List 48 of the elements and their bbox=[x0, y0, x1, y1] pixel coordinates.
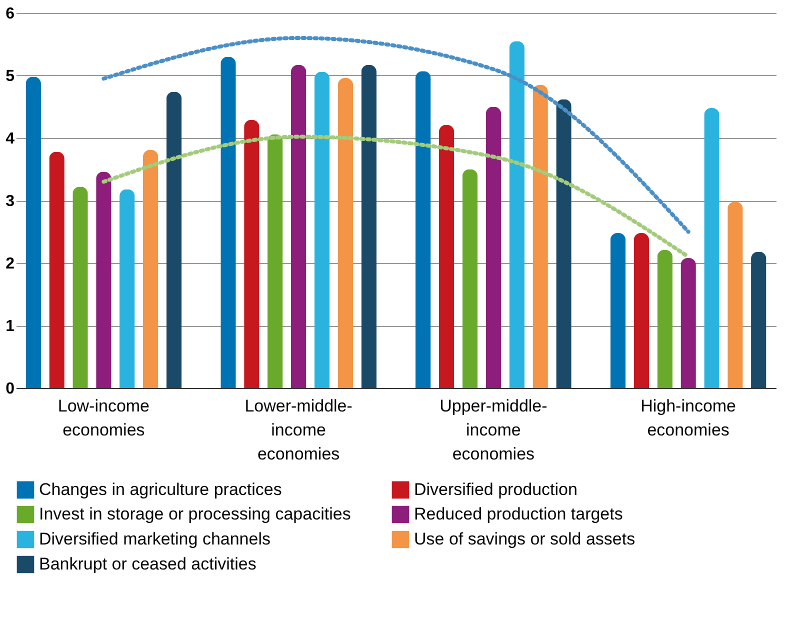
x-tick-label: High-income economies bbox=[640, 396, 736, 440]
bar bbox=[415, 71, 431, 388]
bar bbox=[72, 186, 88, 388]
bar bbox=[657, 250, 672, 388]
bar bbox=[49, 152, 64, 388]
bar bbox=[338, 78, 354, 388]
legend-label: Reduced production targets bbox=[414, 504, 623, 524]
bar bbox=[556, 99, 572, 388]
line-series bbox=[102, 134, 690, 259]
line-series bbox=[102, 36, 690, 234]
y-tick-label: 4 bbox=[6, 130, 15, 148]
y-tick-label: 3 bbox=[6, 193, 15, 210]
bar bbox=[142, 150, 158, 388]
bar bbox=[26, 76, 41, 388]
y-tick-label: 0 bbox=[6, 380, 15, 398]
bar bbox=[509, 41, 524, 388]
x-tick-label: Lower-middle-income economies bbox=[244, 396, 352, 464]
bar bbox=[96, 172, 112, 388]
bar bbox=[220, 56, 236, 388]
bar bbox=[290, 64, 306, 388]
legend-label: Diversified production bbox=[414, 480, 578, 499]
x-tick-label: Upper-middle-income economies bbox=[440, 396, 548, 464]
y-tick-label: 1 bbox=[6, 318, 15, 335]
bar bbox=[244, 120, 260, 388]
bar bbox=[751, 252, 766, 388]
bar bbox=[314, 72, 330, 388]
bar bbox=[462, 169, 478, 388]
legend-label: Invest in storage or processing capacities bbox=[39, 504, 351, 524]
bar bbox=[610, 233, 626, 388]
legend-label: Bankrupt or ceased activities bbox=[39, 554, 256, 574]
bar bbox=[438, 124, 454, 388]
legend-label: Diversified marketing channels bbox=[39, 530, 270, 548]
bar bbox=[361, 64, 377, 388]
x-tick-label: Low-income economies bbox=[58, 396, 150, 440]
bar bbox=[680, 258, 696, 388]
y-tick-label: 2 bbox=[6, 256, 15, 272]
bar bbox=[120, 189, 135, 388]
legend-label: Use of savings or sold assets bbox=[414, 530, 636, 548]
bar bbox=[728, 202, 743, 388]
bar bbox=[704, 108, 720, 388]
bar bbox=[268, 134, 283, 388]
y-tick-label: 6 bbox=[6, 6, 15, 22]
bar bbox=[166, 92, 182, 388]
bar bbox=[634, 233, 650, 388]
bar bbox=[532, 84, 548, 388]
legend-label: Changes in agriculture practices bbox=[39, 480, 282, 499]
y-tick-label: 5 bbox=[6, 68, 15, 85]
bar bbox=[486, 106, 502, 388]
